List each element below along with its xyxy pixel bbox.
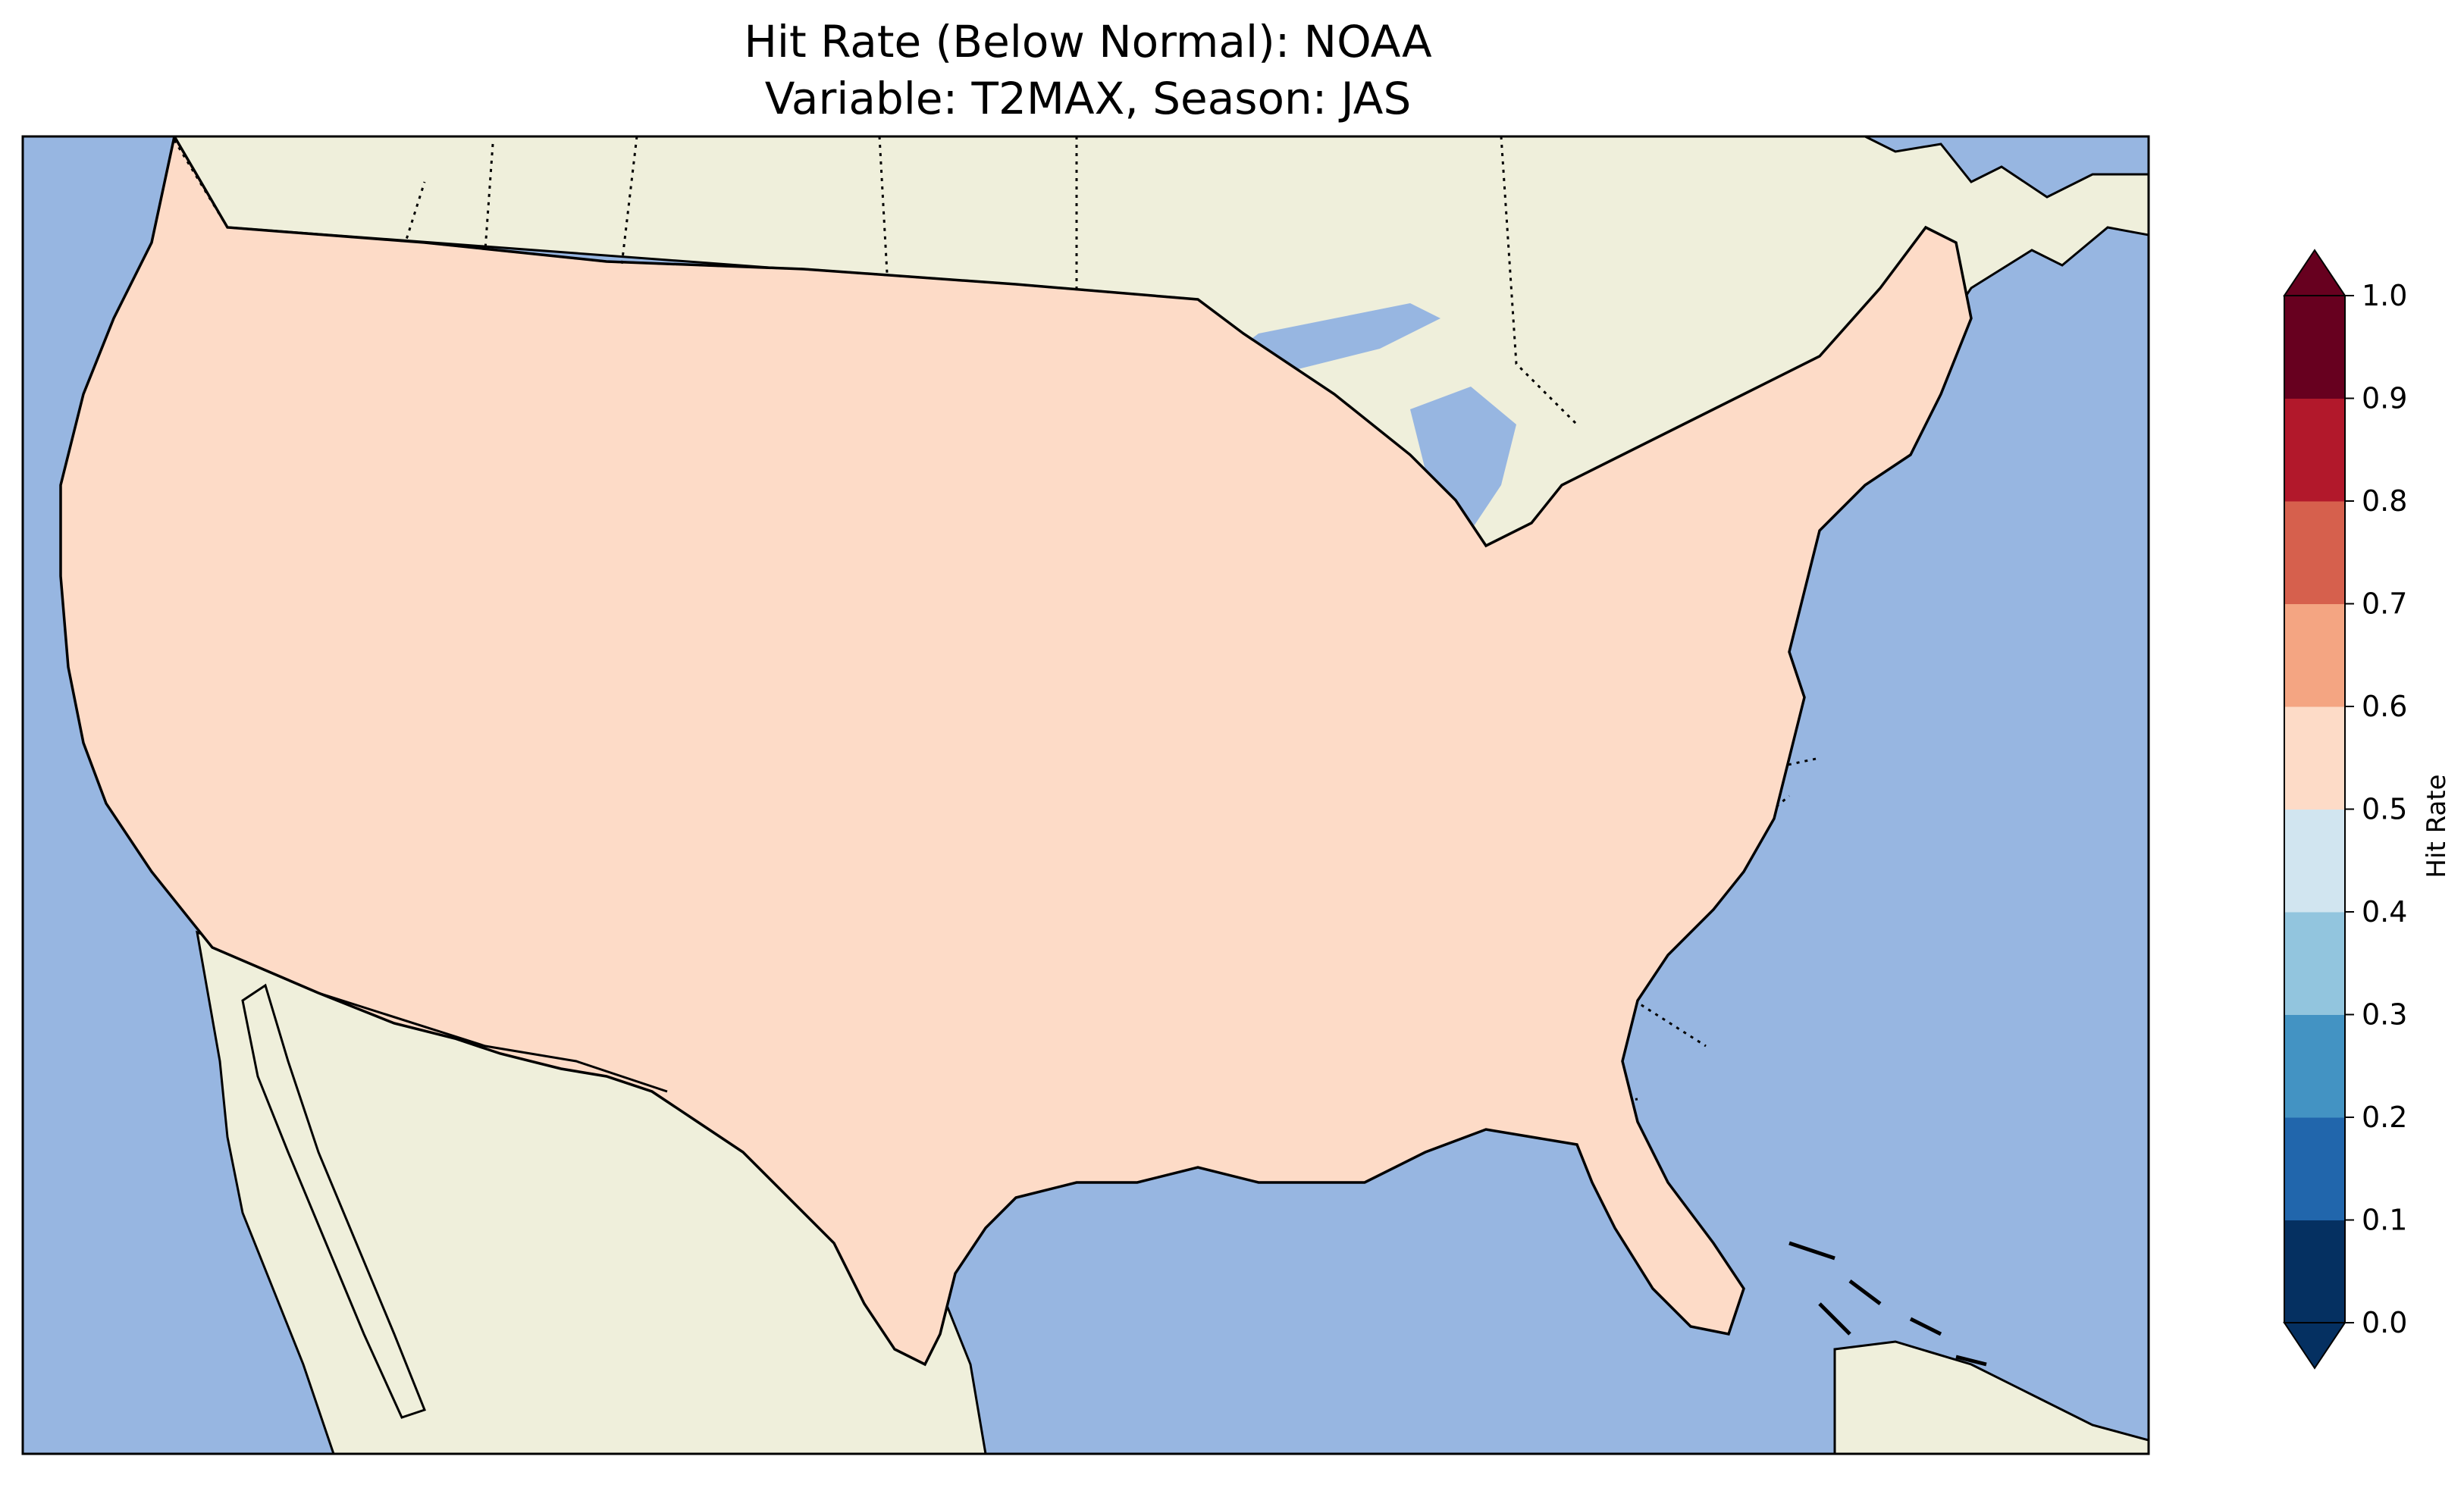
colorbar-segment	[2284, 1220, 2345, 1323]
colorbar-tick-label: 0.0	[2362, 1306, 2407, 1339]
colorbar-segment	[2284, 1014, 2345, 1118]
colorbar-tick-label: 0.7	[2362, 587, 2407, 621]
colorbar-segment	[2284, 809, 2345, 913]
colorbar-label: Hit Rate	[2422, 774, 2452, 878]
colorbar-segment	[2284, 501, 2345, 604]
mexico-us-border	[212, 946, 668, 1093]
colorbar-segment	[2284, 706, 2345, 810]
title-line-2: Variable: T2MAX, Season: JAS	[765, 73, 1412, 124]
colorbar-segment	[2284, 603, 2345, 707]
colorbar-tick-label: 0.1	[2362, 1204, 2407, 1237]
colorbar-segment	[2284, 398, 2345, 502]
colorbar-tick-label: 0.4	[2362, 895, 2407, 929]
colorbar-tick-label: 0.3	[2362, 998, 2407, 1032]
title-line-1: Hit Rate (Below Normal): NOAA	[744, 16, 1432, 67]
canada-us-border	[173, 139, 1199, 301]
colorbar-extend-max	[2283, 249, 2346, 296]
colorbar-segment	[2284, 1117, 2345, 1220]
colorbar-tick-label: 0.6	[2362, 690, 2407, 723]
colorbar: 0.0 0.1 0.2 0.3 0.4 0.5 0.6 0.7 0.8 0.9 1.0	[2283, 249, 2407, 1370]
colorbar-tick-label: 0.5	[2362, 793, 2407, 826]
map-frame	[21, 135, 2150, 1455]
colorbar-tick-label: 0.9	[2362, 382, 2407, 415]
colorbar-tick-label: 0.8	[2362, 484, 2407, 518]
colorbar-segment	[2284, 912, 2345, 1015]
map-panel	[23, 136, 2149, 1454]
colorbar-extend-min	[2283, 1322, 2346, 1370]
cuba-land	[1833, 1340, 2149, 1454]
colorbar-tick-label: 0.2	[2362, 1101, 2407, 1134]
baja-land	[241, 983, 426, 1419]
bahamas-islands	[1788, 1241, 1987, 1367]
colorbar-segment	[2284, 296, 2345, 399]
colorbar-tick-label: 1.0	[2362, 279, 2407, 312]
province-borders	[484, 136, 1578, 426]
